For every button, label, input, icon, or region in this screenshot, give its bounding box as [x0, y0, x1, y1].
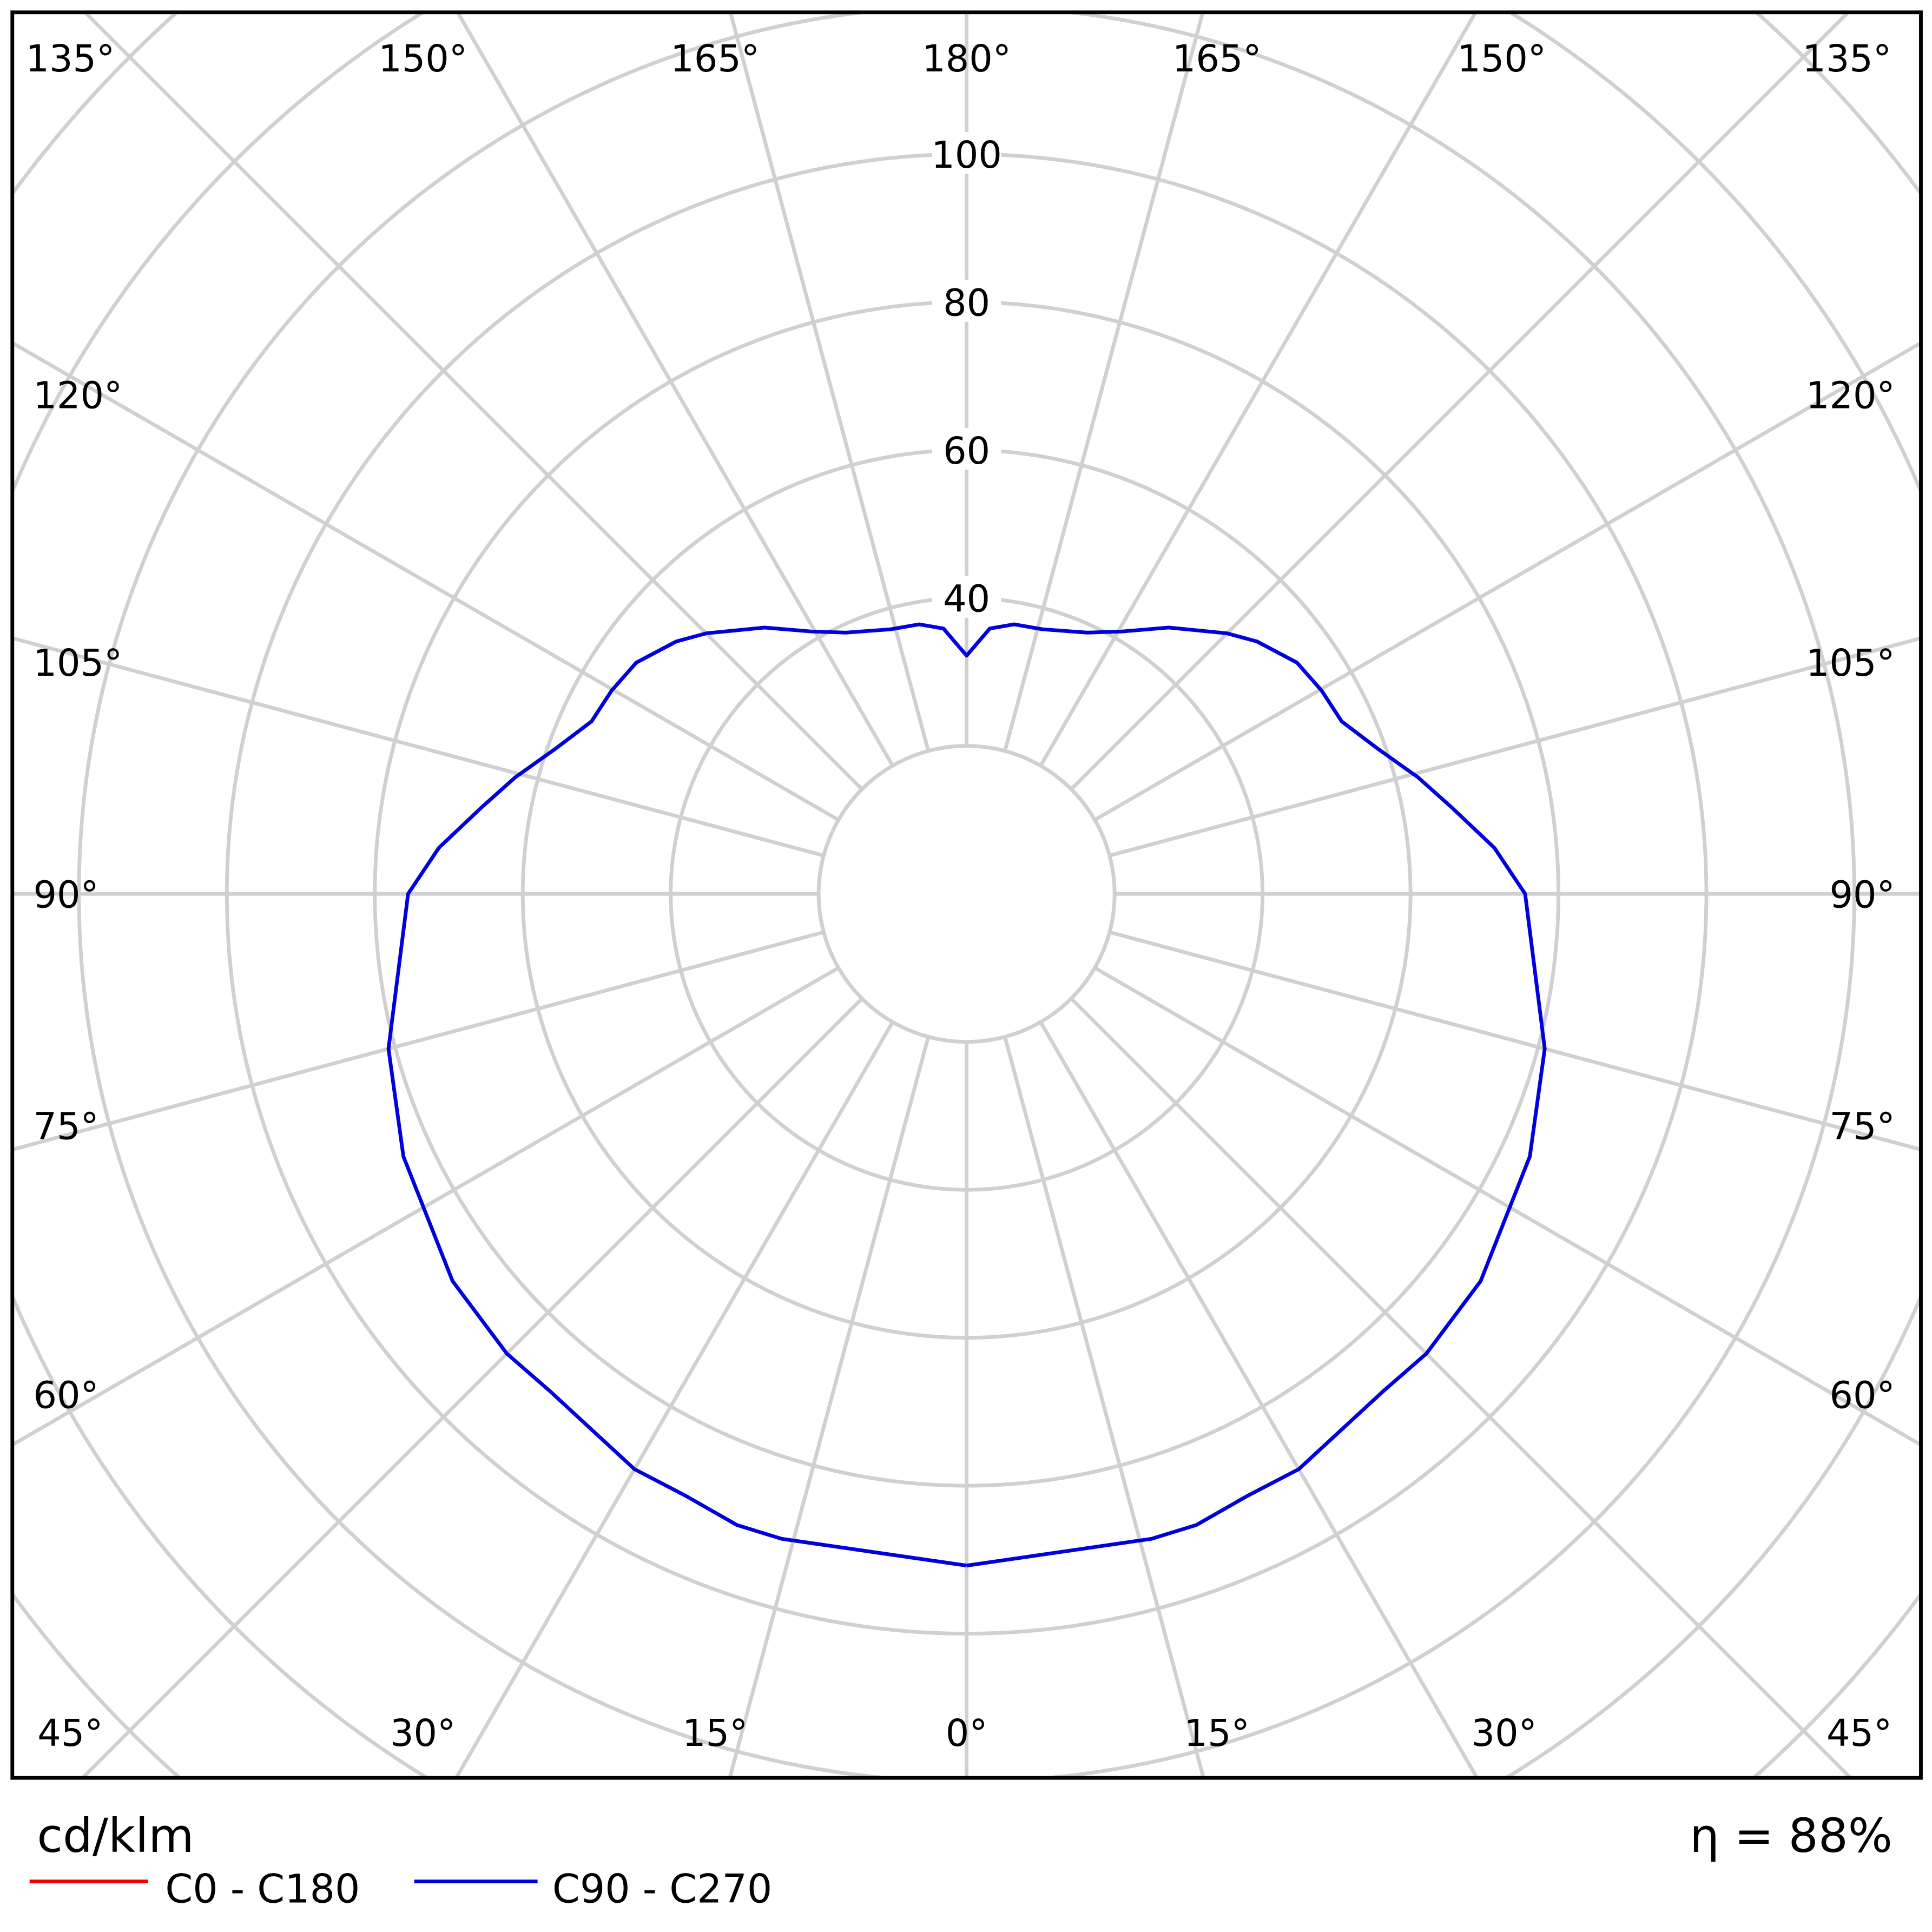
grid-spoke: [83, 12, 863, 791]
grid-spoke: [1109, 930, 1921, 1152]
grid-spoke: [1070, 997, 1852, 1778]
angle-label: 90°: [1829, 874, 1895, 916]
grid: [12, 12, 1921, 1778]
grid-spoke: [12, 636, 825, 858]
angle-label: 75°: [34, 1106, 99, 1149]
angle-label: 150°: [1457, 38, 1546, 81]
grid-ring-140: [12, 1296, 428, 1778]
grid-ring-140: [1505, 1296, 1921, 1778]
grid-ring-160: [12, 12, 177, 195]
legend-label-c0: C0 - C180: [165, 1866, 360, 1912]
grid-spoke: [1070, 12, 1850, 791]
angle-label: 15°: [682, 1712, 748, 1755]
radial-label-bg: [932, 427, 1001, 470]
angle-label: 30°: [390, 1712, 456, 1755]
grid-spoke: [12, 930, 825, 1152]
radial-tick-labels: 40 60 80 100: [931, 131, 1002, 621]
grid-ring-120: [1048, 894, 1856, 1778]
grid-spoke: [81, 997, 863, 1778]
grid-spoke: [1039, 1021, 1479, 1778]
grid-spoke: [728, 1036, 931, 1778]
plot-frame: [10, 10, 1923, 1780]
angle-label: 60°: [34, 1374, 99, 1417]
grid-ring-140: [1509, 12, 1921, 492]
angle-label: 105°: [1806, 642, 1895, 685]
angle-label: 60°: [1829, 1374, 1895, 1417]
radial-label-bg: [932, 576, 1001, 618]
angle-label: 75°: [1829, 1106, 1895, 1149]
radial-label-bg: [932, 131, 1001, 174]
angle-label: 120°: [1806, 374, 1895, 417]
grid-spoke: [1093, 341, 1921, 822]
grid-ring-160: [12, 1593, 181, 1778]
angle-label: 90°: [34, 874, 99, 916]
grid-spoke: [1039, 12, 1478, 767]
radial-tick-label: 40: [943, 578, 990, 621]
grid-ring-120: [1071, 12, 1856, 894]
curves: [386, 622, 1547, 1568]
radial-label-bg: [932, 280, 1001, 322]
grid-spoke: [12, 341, 840, 822]
angle-label: 180°: [922, 38, 1011, 81]
angle-label: 45°: [1827, 1712, 1892, 1755]
grid-spoke: [454, 1021, 894, 1778]
grid-ring-120: [77, 12, 885, 1778]
radial-tick-label: 80: [943, 282, 990, 325]
angle-label: 120°: [34, 374, 123, 417]
angle-label: 165°: [670, 38, 760, 81]
angle-label: 45°: [37, 1712, 103, 1755]
angle-label: 135°: [26, 38, 115, 81]
radial-tick-label: 60: [943, 430, 990, 473]
grid-spoke: [1109, 636, 1921, 858]
angle-label: 165°: [1172, 38, 1262, 81]
angle-label: 0°: [946, 1712, 988, 1755]
angle-label: 135°: [1802, 38, 1891, 81]
radial-tick-label: 100: [931, 134, 1001, 177]
grid-spoke: [12, 966, 840, 1447]
grid-spoke: [1003, 1036, 1205, 1778]
grid-ring-160: [1752, 1593, 1921, 1778]
angle-label: 150°: [378, 38, 467, 81]
angle-labels: 135° 150° 165° 180° 165° 150° 135° 120° 105° 90° 7…: [26, 38, 1895, 1755]
grid-spoke: [1093, 966, 1921, 1447]
angle-label: 15°: [1184, 1712, 1250, 1755]
efficiency-label: η = 88%: [1690, 1809, 1893, 1863]
unit-label: cd/klm: [37, 1809, 194, 1863]
grid-ring-140: [12, 12, 424, 492]
grid-spoke: [456, 12, 894, 767]
angle-label: 30°: [1472, 1712, 1537, 1755]
angle-label: 105°: [34, 642, 123, 685]
grid-ring-160: [1756, 12, 1921, 195]
legend-label-c90: C90 - C270: [552, 1866, 772, 1912]
